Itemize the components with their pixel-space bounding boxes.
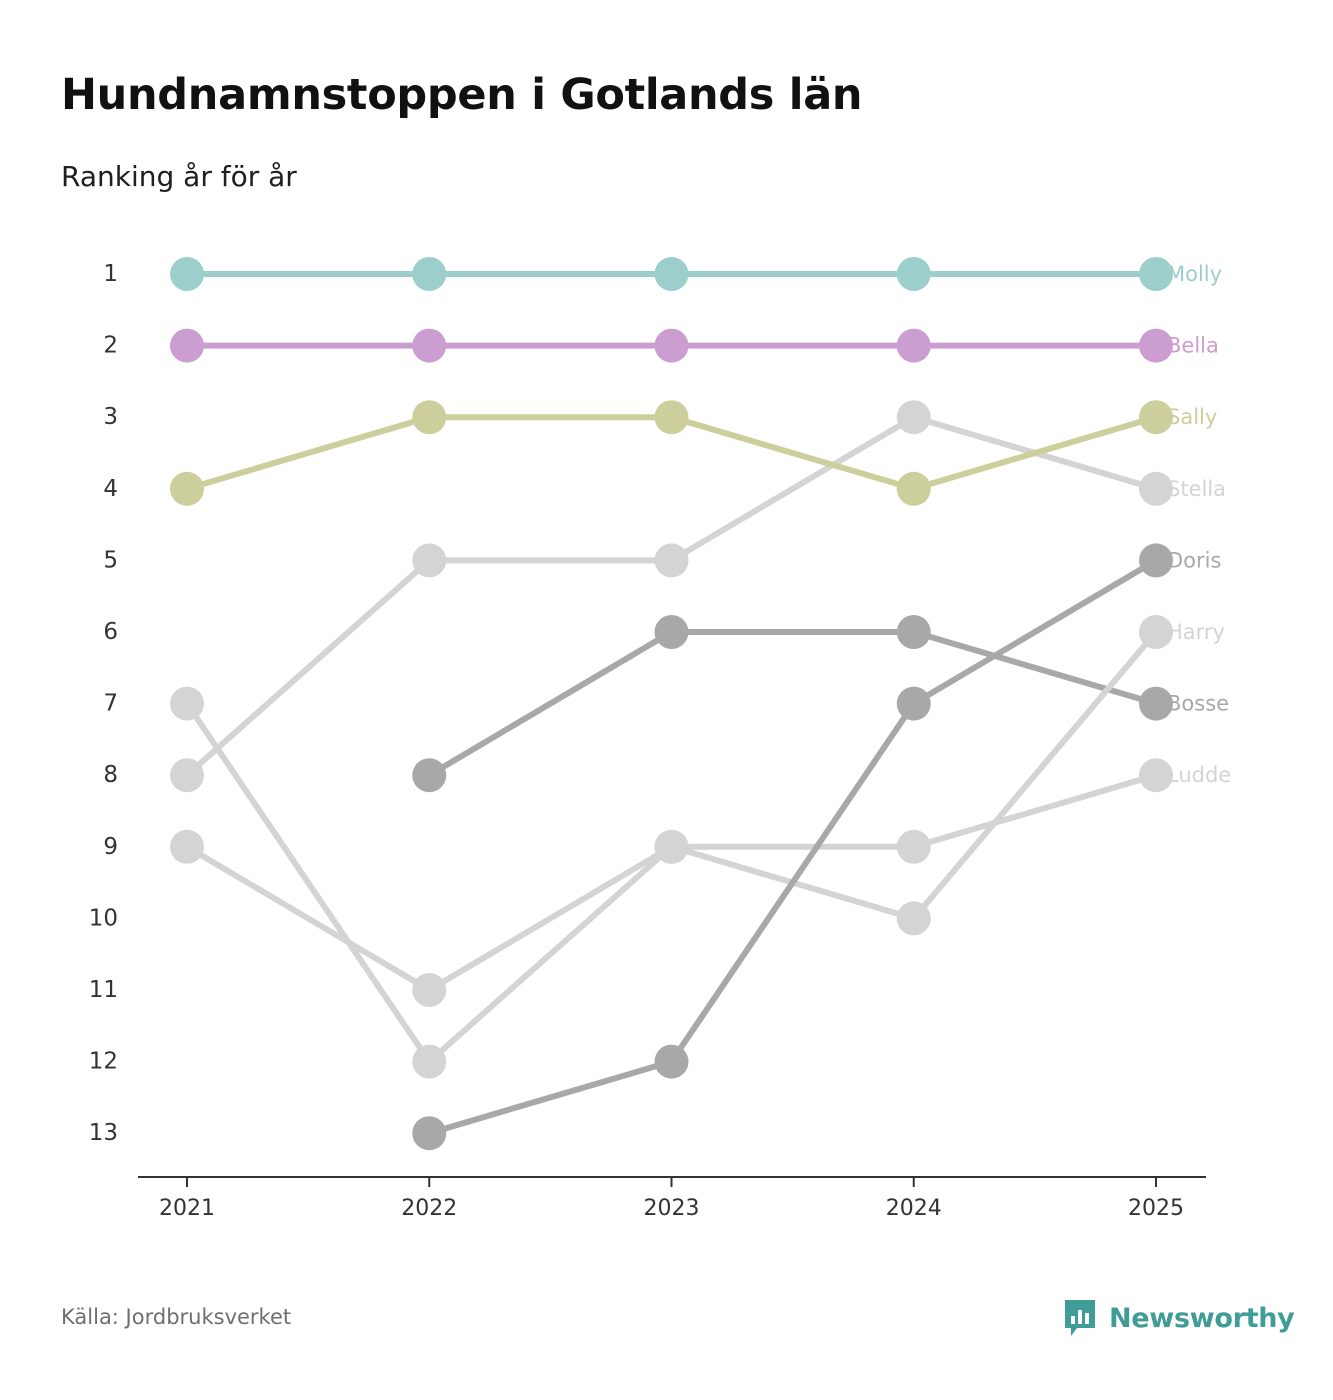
series-label-stella: Stella xyxy=(1167,477,1226,501)
data-point-harry xyxy=(654,829,689,864)
y-tick-label: 12 xyxy=(89,1049,118,1075)
data-point-harry xyxy=(1139,615,1173,649)
y-tick-label: 4 xyxy=(103,476,118,502)
series-line-doris xyxy=(426,557,1159,1137)
y-tick-label: 5 xyxy=(103,547,118,573)
data-point-doris xyxy=(654,1044,689,1079)
data-point-bosse xyxy=(654,615,689,649)
data-point-doris xyxy=(412,1116,447,1151)
y-tick-label: 8 xyxy=(103,762,118,788)
data-point-sally xyxy=(1139,400,1173,435)
series-label-harry: Harry xyxy=(1167,620,1225,644)
data-point-bosse xyxy=(896,615,931,649)
y-tick-label: 1 xyxy=(103,261,118,287)
y-tick-label: 13 xyxy=(89,1120,118,1146)
series-line-bosse xyxy=(426,629,1159,779)
brand-name: Newsworthy xyxy=(1109,1302,1295,1334)
data-point-harry xyxy=(412,1044,447,1079)
y-tick-label: 3 xyxy=(103,404,118,430)
data-point-molly xyxy=(412,257,447,291)
data-point-ludde xyxy=(412,973,447,1007)
data-point-stella xyxy=(412,543,447,578)
x-tick-label: 2023 xyxy=(644,1196,700,1221)
data-point-ludde xyxy=(1139,758,1173,793)
data-point-stella xyxy=(896,400,931,435)
data-point-sally xyxy=(654,400,689,435)
data-point-bella xyxy=(1139,328,1173,363)
y-tick-label: 2 xyxy=(103,333,118,359)
data-point-stella xyxy=(654,543,689,578)
chart-title: Hundnamnstoppen i Gotlands län xyxy=(61,70,863,120)
series-label-sally: Sally xyxy=(1167,405,1217,429)
data-point-bella xyxy=(896,328,931,363)
x-tick-label: 2021 xyxy=(159,1196,215,1221)
y-tick-label: 6 xyxy=(103,619,118,645)
series-label-doris: Doris xyxy=(1167,548,1221,572)
data-point-harry xyxy=(896,901,931,936)
brand-logo[interactable]: Newsworthy xyxy=(1063,1298,1295,1338)
series-labels: Ludde Bosse Harry Doris Stella Sally Bella Moll… xyxy=(1167,262,1231,787)
y-tick-label: 10 xyxy=(89,905,118,931)
data-point-molly xyxy=(654,257,689,291)
data-point-bella xyxy=(412,328,447,363)
y-tick-label: 7 xyxy=(103,691,118,717)
series-label-molly: Molly xyxy=(1167,262,1222,286)
data-point-ludde xyxy=(896,829,931,864)
series-line-stella xyxy=(184,414,1159,779)
data-point-ludde xyxy=(170,829,204,864)
data-point-sally xyxy=(412,400,447,435)
data-point-bosse xyxy=(1139,686,1173,721)
data-point-bella xyxy=(654,328,689,363)
data-point-molly xyxy=(1139,257,1173,291)
x-tick-label: 2024 xyxy=(886,1196,942,1221)
series-label-bosse: Bosse xyxy=(1167,692,1229,716)
data-point-doris xyxy=(896,686,931,721)
data-point-sally xyxy=(170,471,204,506)
x-axis-ticks: 2021 2022 2023 2024 2025 xyxy=(159,1177,1184,1221)
chart-subtitle: Ranking år för år xyxy=(61,160,297,193)
series-points xyxy=(170,257,1173,1151)
series-label-ludde: Ludde xyxy=(1167,763,1231,787)
series-label-bella: Bella xyxy=(1167,334,1219,358)
y-tick-label: 11 xyxy=(89,977,118,1003)
data-point-stella xyxy=(1139,471,1173,506)
x-tick-label: 2025 xyxy=(1128,1196,1184,1221)
newsworthy-logo-icon xyxy=(1065,1300,1095,1336)
y-tick-label: 9 xyxy=(103,834,118,860)
data-point-bella xyxy=(170,328,204,363)
data-point-harry xyxy=(170,686,204,721)
data-point-stella xyxy=(170,758,204,793)
data-point-molly xyxy=(896,257,931,291)
source-note: Källa: Jordbruksverket xyxy=(61,1305,292,1329)
data-point-sally xyxy=(896,471,931,506)
data-point-bosse xyxy=(412,758,447,793)
data-point-doris xyxy=(1139,543,1173,578)
x-tick-label: 2022 xyxy=(401,1196,457,1221)
data-point-molly xyxy=(170,257,204,291)
